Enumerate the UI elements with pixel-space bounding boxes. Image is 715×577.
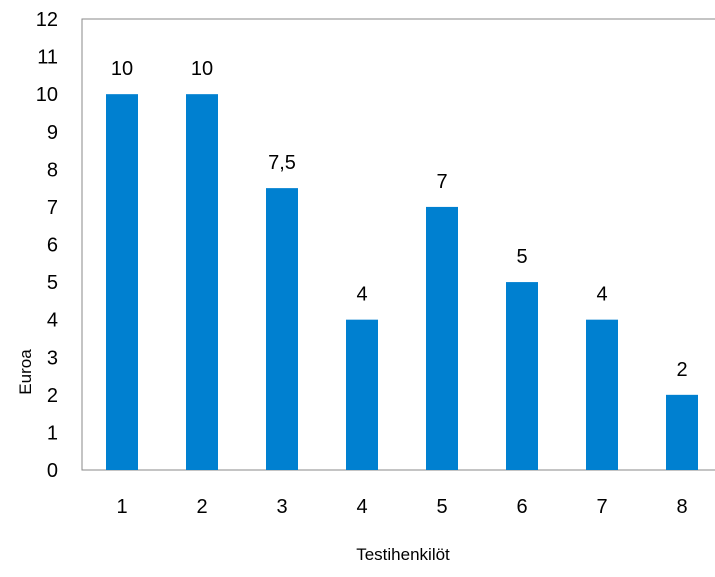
bar (586, 319, 618, 470)
x-tick-label: 4 (356, 496, 367, 518)
data-label: 2 (676, 359, 687, 381)
x-tick-label: 2 (196, 496, 207, 518)
bar (106, 94, 138, 471)
data-label: 10 (111, 58, 133, 80)
y-tick-label: 8 (47, 159, 58, 181)
y-tick-label: 2 (47, 385, 58, 407)
y-tick-label: 0 (47, 460, 58, 482)
x-tick-label: 1 (116, 496, 127, 518)
y-tick-label: 12 (36, 9, 58, 31)
y-tick-label: 7 (47, 197, 58, 219)
x-axis-title: Testihenkilöt (356, 545, 450, 564)
x-tick-label: 6 (516, 496, 527, 518)
y-tick-label: 10 (36, 84, 58, 106)
x-tick-label: 7 (596, 496, 607, 518)
bar (186, 94, 218, 471)
y-tick-label: 3 (47, 347, 58, 369)
y-tick-label: 5 (47, 272, 58, 294)
x-tick-label: 3 (276, 496, 287, 518)
bar (666, 394, 698, 470)
x-tick-label: 8 (676, 496, 687, 518)
data-label: 4 (356, 284, 367, 306)
bars (106, 94, 698, 471)
data-labels: 10 10 7,5 4 7 5 4 2 (111, 58, 688, 381)
y-tick-label: 6 (47, 235, 58, 257)
data-label: 7 (436, 171, 447, 193)
y-tick-label: 4 (47, 310, 58, 332)
data-label: 10 (191, 58, 213, 80)
bar (506, 282, 538, 470)
bar (266, 188, 298, 470)
y-tick-label: 1 (47, 422, 58, 444)
data-label: 5 (516, 246, 527, 268)
y-tick-label: 9 (47, 122, 58, 144)
x-axis-ticks: 1 2 3 4 5 6 7 8 (116, 496, 687, 518)
x-tick-label: 5 (436, 496, 447, 518)
bar (346, 319, 378, 470)
plot-area (81, 18, 715, 471)
y-axis-title: Euroa (16, 349, 35, 395)
data-label: 7,5 (268, 152, 296, 174)
bar (426, 206, 458, 470)
y-tick-label: 11 (37, 47, 58, 69)
data-label: 4 (596, 284, 607, 306)
